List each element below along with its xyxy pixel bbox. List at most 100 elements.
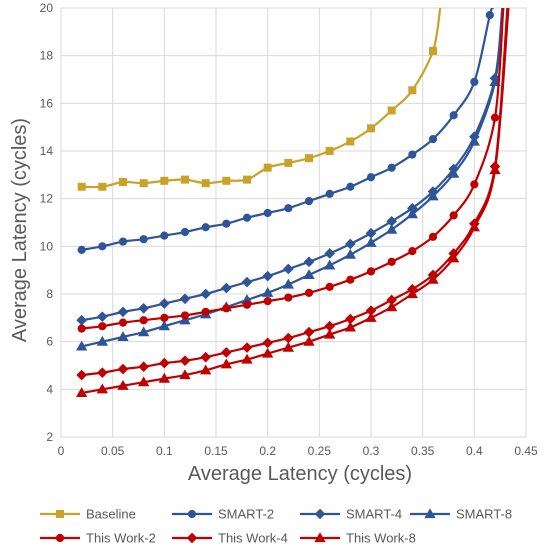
data-point (97, 311, 108, 322)
y-tick-label: 6 (46, 335, 53, 349)
data-point (138, 376, 150, 387)
legend-marker (55, 533, 65, 543)
data-point (262, 347, 274, 358)
data-point (179, 293, 191, 305)
data-point (262, 270, 273, 282)
data-point (345, 238, 356, 250)
data-point (180, 227, 190, 237)
y-tick-label: 2 (46, 430, 53, 444)
data-point (428, 134, 438, 144)
data-point (468, 221, 480, 232)
data-point (284, 158, 293, 167)
data-point (98, 182, 107, 191)
y-tick-label: 14 (40, 144, 54, 158)
data-point (117, 363, 129, 375)
legend-item: This Work-8 (300, 531, 416, 546)
data-point (387, 106, 396, 115)
data-point (181, 175, 189, 184)
data-point (346, 275, 355, 284)
data-point (76, 314, 87, 326)
data-point (117, 331, 129, 341)
data-point (489, 164, 501, 175)
data-point (158, 372, 170, 383)
data-point (241, 276, 253, 288)
legend: Baseline SMART-2 SMART-4 SMART-8 This Work-2… (40, 507, 512, 546)
series-layer (76, 8, 510, 398)
data-point (262, 287, 274, 297)
data-point (325, 147, 334, 155)
data-point (428, 232, 438, 241)
data-point (158, 320, 170, 331)
y-tick-label: 8 (46, 287, 53, 301)
legend-label: This Work-8 (346, 531, 416, 546)
data-point (242, 213, 252, 222)
data-point (76, 387, 88, 398)
legend-marker (187, 509, 197, 519)
legend-marker (424, 508, 436, 519)
data-point (324, 248, 335, 259)
data-point (117, 306, 129, 318)
data-point (408, 150, 417, 159)
x-tick-label: 0.3 (363, 444, 380, 458)
series-this-work-8 (76, 8, 510, 398)
legend-item: This Work-4 (172, 531, 288, 546)
data-point (406, 288, 418, 299)
data-point (77, 324, 86, 333)
data-point (160, 313, 169, 322)
data-point (222, 304, 231, 313)
data-point (303, 326, 315, 338)
data-point (429, 46, 437, 55)
x-tick-label: 0.35 (411, 444, 435, 458)
data-point (303, 269, 315, 280)
data-point (138, 302, 149, 314)
data-point (139, 316, 148, 325)
series-line (81, 8, 442, 189)
data-point (470, 180, 479, 189)
data-point (468, 135, 480, 146)
data-point (118, 318, 128, 327)
legend-label: SMART-4 (346, 507, 402, 522)
data-point (263, 208, 272, 218)
data-point (387, 163, 396, 172)
data-point (344, 248, 356, 259)
data-point (159, 357, 170, 369)
data-point (427, 273, 439, 284)
data-point (221, 347, 232, 358)
tick-labels: 0 0.05 0.1 0.15 0.2 0.25 0.3 0.35 0.4 0.45 2 4 6 8 10 1… (40, 1, 538, 458)
data-point (138, 361, 149, 372)
data-point (365, 312, 377, 322)
data-point (485, 11, 494, 20)
series-line (81, 8, 504, 322)
legend-marker (314, 508, 326, 520)
x-tick-label: 0.15 (204, 444, 228, 458)
data-point (222, 219, 231, 228)
legend-item: Baseline (40, 507, 136, 522)
data-point (366, 173, 376, 182)
data-point (179, 369, 191, 380)
data-point (119, 177, 127, 186)
data-point (489, 76, 501, 86)
data-point (263, 163, 272, 172)
data-point (241, 342, 253, 353)
data-point (222, 176, 231, 185)
data-point (97, 367, 108, 378)
data-point (200, 351, 211, 363)
data-point (365, 227, 377, 239)
x-tick-label: 0.25 (308, 444, 332, 458)
data-point (304, 196, 314, 206)
data-point (406, 208, 418, 219)
legend-label: SMART-8 (456, 507, 512, 522)
legend-label: This Work-4 (218, 531, 288, 546)
data-point (160, 231, 169, 240)
x-axis-title: Average Latency (cycles) (188, 463, 412, 485)
x-tick-label: 0.05 (101, 444, 125, 458)
data-point (241, 353, 253, 364)
data-point (201, 179, 210, 188)
data-point (77, 182, 86, 191)
y-tick-label: 16 (40, 96, 54, 110)
y-tick-label: 18 (40, 49, 54, 63)
legend-item: SMART-8 (410, 507, 512, 522)
data-point (76, 340, 88, 351)
data-point (449, 211, 458, 220)
data-point (118, 237, 128, 246)
